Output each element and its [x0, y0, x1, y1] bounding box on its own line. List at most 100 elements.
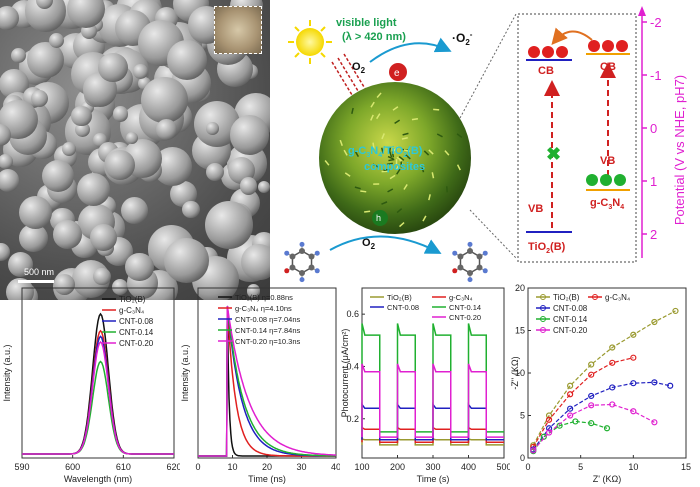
particle — [27, 41, 64, 79]
eis-data-point — [630, 408, 637, 415]
axis-arrow — [638, 6, 646, 16]
fleck — [324, 160, 330, 166]
legend-label: g-C₃N₄ η=4.10ns — [235, 304, 292, 313]
plot-frame — [21, 287, 175, 459]
y-axis-label: Photocurrent (μA/cm²) — [340, 329, 350, 418]
decay-series-line — [198, 305, 336, 457]
fleck — [360, 190, 367, 193]
eis-data-point — [667, 382, 674, 389]
y-axis-label: Intensity (a.u.) — [2, 344, 12, 401]
zoom-line-top — [459, 13, 517, 119]
particle — [0, 6, 20, 31]
legend-label: CNT-0.08 — [553, 304, 588, 313]
eis-fit-line — [532, 403, 655, 451]
particle — [164, 237, 209, 283]
eis-fit-line — [532, 420, 608, 452]
composite-particle — [319, 82, 471, 234]
eis-data-point — [572, 418, 579, 425]
particle — [74, 122, 90, 138]
sem-inset-image — [214, 6, 262, 54]
eis-data-point — [545, 429, 553, 436]
x-tick-label: 610 — [116, 462, 131, 472]
fleck — [403, 149, 410, 153]
reactant-molecule-icon — [284, 241, 320, 283]
electron-icon — [389, 63, 407, 81]
particle — [54, 274, 76, 296]
legend-label: CNT-0.14 — [119, 328, 154, 337]
fleck — [396, 168, 401, 175]
legend-label: TiO₂(B) η=0.88ns — [235, 293, 293, 302]
tio2-cb-electrons — [528, 46, 568, 58]
particle — [241, 244, 270, 281]
particle — [205, 122, 219, 135]
fleck — [344, 172, 351, 177]
reduction-arrow — [369, 37, 452, 63]
o2-bottom-label: O2 — [362, 237, 376, 251]
fleck — [436, 133, 443, 138]
y-tick-label: 0.2 — [346, 414, 359, 424]
product-molecule-icon — [452, 241, 488, 283]
blocked-transition-icon: ✖ — [546, 144, 561, 164]
photocurrent-chart: 100 200 300 400 500 0.2 0.4 0.6 Time (s) Photocur… — [340, 287, 510, 484]
eis-data-point — [672, 307, 679, 315]
legend-marker — [540, 305, 546, 311]
particle — [49, 32, 65, 48]
atom — [467, 241, 473, 247]
atom — [308, 253, 315, 260]
eis-data-point — [609, 384, 616, 391]
legend-label: CNT-0.08 η=7.04ns — [235, 315, 300, 324]
eis-data-point — [588, 420, 595, 427]
eis-data-point — [630, 380, 637, 387]
particle — [31, 90, 49, 108]
fleck — [402, 132, 409, 136]
legend-label: TiO₂(B) — [387, 293, 412, 302]
fleck — [428, 149, 434, 155]
potential-tick-label: -2 — [650, 15, 662, 30]
x-tick-label: 500 — [496, 462, 510, 472]
wavelength-label: (λ > 420 nm) — [342, 31, 406, 43]
atom — [476, 253, 483, 260]
pl-series-line — [22, 340, 174, 455]
light-label: visible light — [336, 17, 397, 29]
fleck — [421, 166, 425, 173]
fleck — [387, 155, 394, 160]
eis-data-point — [651, 419, 658, 426]
x-tick-label: 300 — [425, 462, 440, 472]
x-tick-label: 0 — [195, 462, 200, 472]
legend-marker — [592, 294, 598, 300]
fleck — [343, 149, 348, 156]
gcn-vb-label: VB — [600, 155, 615, 167]
eis-data-point — [556, 422, 563, 429]
eis-fit-line — [532, 381, 671, 450]
y-axis-label: Intensity (a.u.) — [180, 344, 190, 401]
potential-tick-label: 1 — [650, 174, 657, 189]
fleck — [405, 154, 411, 160]
x-tick-label: 30 — [296, 462, 306, 472]
fleck — [392, 106, 399, 111]
eis-data-point — [530, 447, 537, 454]
y-axis-label: -Z'' (KΩ) — [510, 356, 520, 389]
scale-bar-label: 500 nm — [24, 267, 55, 277]
fleck — [401, 136, 408, 140]
fleck — [403, 184, 408, 190]
potential-tick-label: 0 — [650, 121, 657, 136]
fleck — [389, 174, 396, 180]
y-tick-label: 15 — [515, 326, 525, 336]
atom — [284, 250, 290, 256]
y-tick-label: 10 — [515, 368, 525, 378]
fleck — [444, 150, 450, 156]
tio2-cb-label: CB — [538, 65, 554, 77]
atom — [476, 264, 483, 271]
particle — [6, 277, 35, 300]
eis-data-point — [588, 392, 595, 400]
fleck — [388, 146, 392, 153]
particle — [90, 223, 117, 251]
x-tick-label: 620 — [166, 462, 180, 472]
particle — [205, 162, 224, 181]
eis-data-point — [588, 361, 595, 368]
fleck — [395, 164, 400, 171]
particle — [62, 141, 77, 156]
photocatalysis-schematic: visible light (λ > 420 nm) e O2 ·O2- g-C… — [284, 13, 517, 283]
particle — [155, 118, 177, 141]
particle-texture — [324, 92, 463, 228]
